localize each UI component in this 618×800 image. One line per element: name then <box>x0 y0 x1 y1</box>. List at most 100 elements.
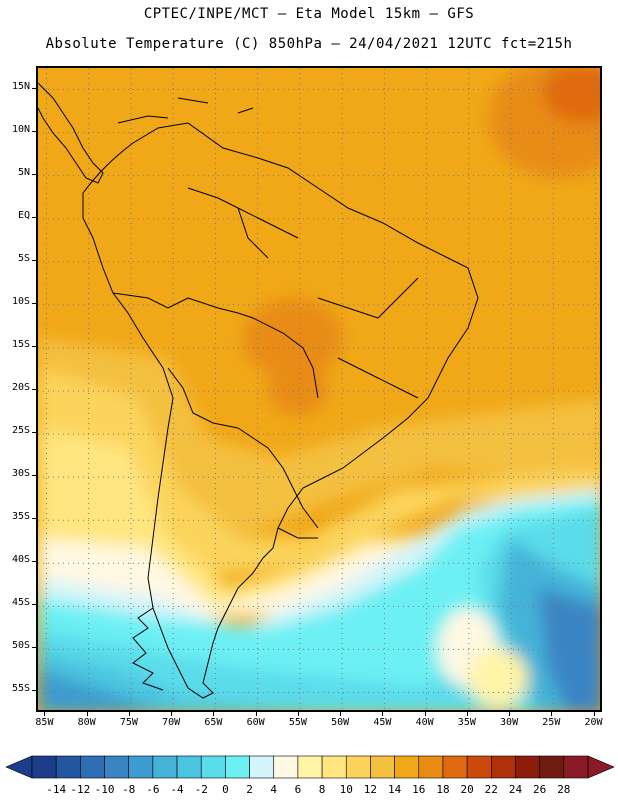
colorbar-label: 28 <box>557 783 571 796</box>
lon-label: 55W <box>288 717 307 728</box>
lon-label: 45W <box>373 717 392 728</box>
andean-borders <box>112 292 239 429</box>
colorbar-swatch <box>80 755 105 779</box>
lat-tick <box>32 130 36 132</box>
colorbar-swatch <box>345 755 371 779</box>
lat-label: 30S <box>11 468 30 480</box>
lat-tick <box>32 518 36 520</box>
colorbar-label: 6 <box>294 783 302 796</box>
colorbar-swatch <box>273 755 299 779</box>
lat-label: 5N <box>17 166 30 178</box>
colorbar-swatch <box>394 755 420 779</box>
lat-tick <box>32 216 36 218</box>
lat-tick <box>32 173 36 175</box>
lon-label: 40W <box>415 717 434 728</box>
colorbar-swatch <box>200 755 226 779</box>
colorbar-label: -6 <box>146 783 160 796</box>
colorbar-label: 18 <box>436 783 450 796</box>
colorbar-swatch <box>491 755 516 779</box>
lon-tick <box>297 712 299 716</box>
colorbar-swatch <box>370 755 395 779</box>
lon-label: 60W <box>246 717 265 728</box>
eastern-brazil-borders <box>317 277 419 399</box>
title-line-2: Absolute Temperature (C) 850hPa – 24/04/… <box>45 36 573 52</box>
lon-tick <box>213 712 215 716</box>
lon-label: 70W <box>162 717 181 728</box>
lon-tick <box>466 712 468 716</box>
colorbar-swatch <box>321 755 347 779</box>
colorbar-swatch <box>31 755 57 779</box>
lat-tick <box>32 345 36 347</box>
lon-tick <box>44 712 46 716</box>
colorbar-swatch <box>176 755 202 779</box>
colorbar-label: 16 <box>412 783 426 796</box>
colorbar-label: 24 <box>508 783 523 796</box>
lat-label: 15N <box>11 80 30 92</box>
colorbar-label: 10 <box>339 783 353 796</box>
lat-label: 40S <box>11 554 30 566</box>
colorbar-label: -10 <box>94 783 115 796</box>
lat-tick <box>32 561 36 563</box>
south-america-outline <box>82 122 479 699</box>
lat-tick <box>32 475 36 477</box>
colorbar-swatch <box>539 755 565 779</box>
colorbar-swatch <box>418 755 444 779</box>
coastlines-and-borders <box>38 82 479 699</box>
lat-tick <box>32 690 36 692</box>
lon-tick <box>86 712 88 716</box>
colorbar-swatch <box>104 755 129 779</box>
colorbar-label: 8 <box>318 783 326 796</box>
lat-label: EQ <box>17 209 30 221</box>
colorbar-label: 2 <box>246 783 253 796</box>
caribbean-islands <box>117 97 254 124</box>
lat-tick <box>32 647 36 649</box>
lat-label: 25S <box>11 425 30 437</box>
lat-label: 20S <box>11 382 30 393</box>
map-canvas <box>38 68 600 710</box>
lat-label: 50S <box>11 640 30 652</box>
colorbar-swatch <box>515 755 540 779</box>
lon-label: 75W <box>119 717 138 728</box>
lat-label: 5S <box>17 252 30 264</box>
title-line-1: CPTEC/INPE/MCT – Eta Model 15km – GFS <box>143 6 475 22</box>
lon-label: 30W <box>500 717 519 728</box>
lon-tick <box>128 712 130 716</box>
lat-label: 45S <box>11 597 30 609</box>
lat-label: 10S <box>11 295 30 307</box>
colorbar-label: 14 <box>387 783 402 796</box>
colorbar-swatches <box>5 755 615 779</box>
colorbar-label: 4 <box>270 783 278 796</box>
brazil-bolivia-border <box>187 297 319 399</box>
lat-tick <box>32 604 36 606</box>
lon-label: 65W <box>204 717 223 728</box>
colorbar-swatch <box>128 755 154 779</box>
lon-tick <box>509 712 511 716</box>
lat-tick <box>32 432 36 434</box>
lon-label: 85W <box>35 717 54 728</box>
lon-tick <box>340 712 342 716</box>
lat-label: 55S <box>11 683 30 695</box>
colorbar-label: -12 <box>70 783 91 796</box>
lon-tick <box>255 712 257 716</box>
lat-label: 10N <box>11 123 30 135</box>
colorbar-label: -8 <box>122 783 136 796</box>
lat-tick <box>32 302 36 304</box>
colorbar-label: 0 <box>222 783 229 796</box>
central-america-outline <box>38 82 104 184</box>
lon-label: 80W <box>77 717 96 728</box>
lon-tick <box>424 712 426 716</box>
lat-label: 15S <box>11 338 30 350</box>
lat-tick <box>32 389 36 390</box>
lon-tick <box>382 712 384 716</box>
lon-label: 35W <box>457 717 476 728</box>
lon-tick <box>551 712 553 716</box>
colorbar-label: 20 <box>460 783 474 796</box>
lat-tick <box>32 259 36 261</box>
colorbar-swatch <box>442 755 468 779</box>
colorbar-label: -2 <box>194 783 208 796</box>
colorbar-swatch <box>466 755 492 779</box>
lon-tick <box>593 712 595 716</box>
lon-label: 20W <box>584 717 603 728</box>
colorbar-swatch <box>152 755 178 779</box>
colorbar-label: 26 <box>533 783 547 796</box>
